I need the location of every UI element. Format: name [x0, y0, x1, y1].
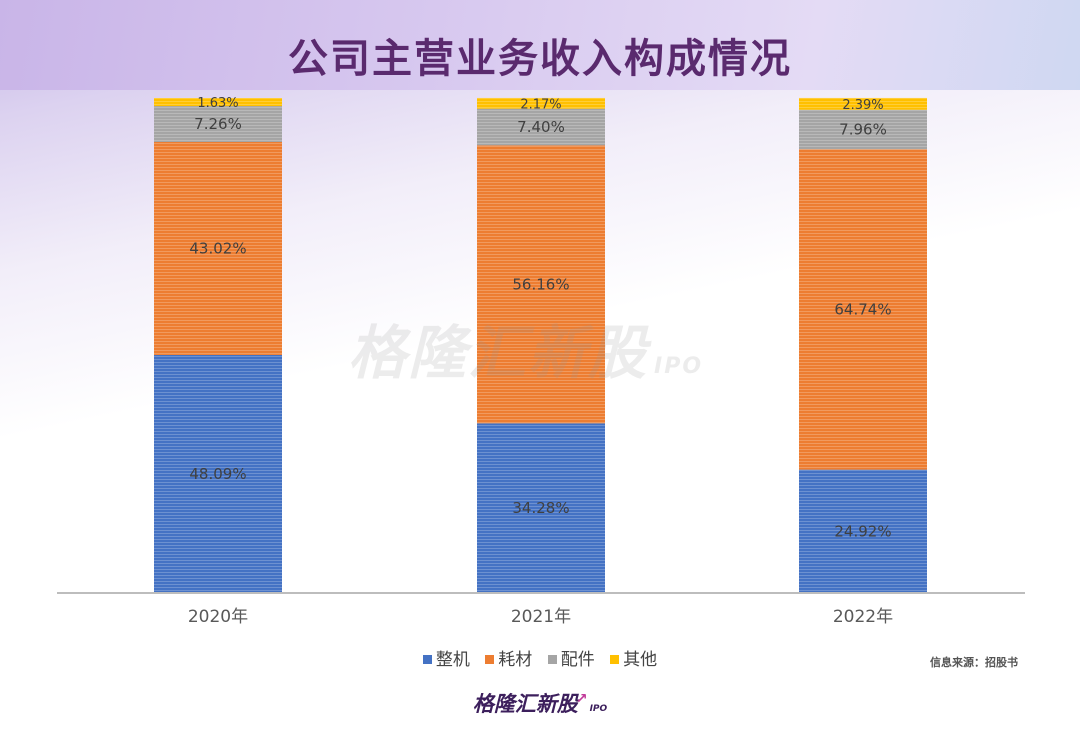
chart-title: 公司主营业务收入构成情况: [288, 36, 792, 82]
x-tick-label: 2021年: [511, 607, 571, 627]
data-label: 34.28%: [512, 499, 569, 517]
bar-segment-texture: [154, 354, 282, 593]
bar-segment-texture: [154, 98, 282, 107]
brand-logo: 格隆汇新股↗IPO: [472, 691, 608, 716]
bar-segment-texture: [799, 149, 927, 470]
data-label: 2.39%: [842, 98, 883, 113]
x-tick-label: 2020年: [188, 607, 248, 627]
trend-arrow-icon: ↗: [575, 691, 588, 707]
bar-segment-texture: [477, 145, 605, 424]
legend-label: 耗材: [498, 650, 533, 670]
source-note: 信息来源：招股书: [930, 656, 1018, 669]
legend-label: 其他: [623, 650, 658, 670]
data-label: 2.17%: [520, 97, 561, 112]
data-label: 64.74%: [834, 300, 891, 318]
bar-segment-texture: [477, 108, 605, 146]
data-label: 7.96%: [839, 120, 887, 138]
header-band: [0, 0, 1080, 90]
data-label: 56.16%: [512, 275, 569, 293]
x-tick-label: 2022年: [833, 607, 893, 627]
data-label: 1.63%: [197, 96, 238, 111]
legend-item-peijian: 配件: [547, 645, 595, 670]
legend-swatch: [422, 654, 432, 664]
bar-segment-texture: [154, 106, 282, 143]
bar-segment-texture: [799, 469, 927, 593]
data-label: 7.40%: [517, 118, 565, 136]
legend-swatch: [485, 654, 495, 664]
bar-segment-texture: [799, 109, 927, 150]
legend-label: 配件: [560, 650, 595, 670]
legend-swatch: [547, 654, 557, 664]
bar-segment-texture: [477, 97, 605, 109]
stacked-bar-chart: 48.09% 43.02% 7.26% 1.63% 2020年 34.28% 56.16% 7…: [57, 96, 1025, 627]
data-label: 43.02%: [189, 239, 246, 257]
data-label: 48.09%: [189, 465, 246, 483]
bar-segment-texture: [154, 142, 282, 355]
bar-segment-texture: [477, 423, 605, 593]
legend-label: 整机: [435, 650, 470, 670]
legend-item-zhengji: 整机: [422, 645, 470, 670]
bar-segment-texture: [799, 97, 927, 110]
data-label: 7.26%: [194, 115, 242, 133]
legend-item-haocai: 耗材: [485, 645, 532, 670]
data-label: 24.92%: [834, 522, 891, 540]
chart-legend: 整机 耗材 配件 其他: [0, 645, 1080, 670]
legend-item-qita: 其他: [610, 645, 657, 670]
legend-swatch: [610, 654, 620, 664]
